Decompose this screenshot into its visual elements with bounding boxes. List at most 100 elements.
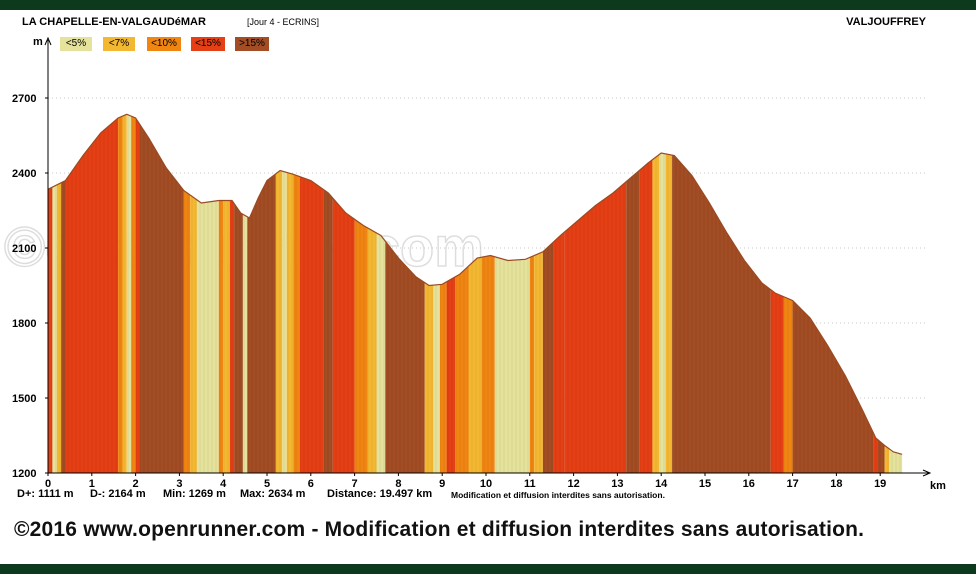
y-tick-label: 2700 <box>12 93 36 105</box>
slope-band-29 <box>376 233 386 473</box>
copyright-notice: ©2016 www.openrunner.com - Modification … <box>14 518 865 541</box>
slope-band-4 <box>65 118 119 473</box>
x-tick-label: 12 <box>567 478 579 490</box>
top-frame-bar <box>0 0 976 10</box>
slope-band-56 <box>884 445 889 473</box>
slope-band-55 <box>878 439 885 473</box>
stage-label: [Jour 4 - ECRINS] <box>247 17 320 27</box>
slope-band-52 <box>783 296 793 473</box>
slope-band-27 <box>354 219 368 473</box>
stat-min: Min: 1269 m <box>163 488 226 500</box>
slope-band-49 <box>665 153 673 474</box>
slope-band-7 <box>126 114 132 474</box>
x-tick-labels: 0 1 2 3 4 5 6 7 8 9 10 11 12 13 14 15 16 17 18 19 <box>45 473 886 490</box>
x-tick-label: 5 <box>264 478 270 490</box>
slope-band-2 <box>56 182 62 473</box>
slope-band-26 <box>332 198 355 473</box>
y-tick-label: 1800 <box>12 318 36 330</box>
slope-band-53 <box>792 300 874 473</box>
slope-bands <box>47 114 903 474</box>
profile-outline <box>47 113 903 455</box>
stat-d-minus: D-: 2164 m <box>90 488 146 500</box>
slope-band-23 <box>293 174 300 474</box>
slope-band-50 <box>672 155 771 473</box>
slope-band-21 <box>282 171 287 473</box>
slope-band-31 <box>424 282 434 473</box>
slope-band-8 <box>131 116 136 473</box>
legend-lt5: <5% <box>60 37 92 51</box>
start-location: LA CHAPELLE-EN-VALGAUDéMAR <box>22 16 206 28</box>
x-tick-label: 18 <box>830 478 842 490</box>
x-tick-label: 16 <box>743 478 755 490</box>
x-tick-label: 14 <box>655 478 668 490</box>
slope-band-36 <box>468 257 482 473</box>
x-tick-label: 10 <box>480 478 492 490</box>
x-tick-label: 1 <box>89 478 95 490</box>
slope-band-37 <box>481 255 495 473</box>
y-tick-label: 1500 <box>12 393 36 405</box>
slope-band-45 <box>626 170 640 473</box>
slope-band-39 <box>507 257 530 473</box>
slope-band-35 <box>455 266 469 473</box>
x-tick-label: 9 <box>439 478 445 490</box>
slope-band-16 <box>229 200 235 473</box>
x-tick-label: 17 <box>786 478 798 490</box>
slope-band-47 <box>652 154 659 473</box>
stat-note: Modification et diffusion interdites san… <box>451 490 665 500</box>
slope-band-42 <box>542 241 554 473</box>
slope-band-22 <box>286 172 294 473</box>
legend-lt7: <7% <box>103 37 135 51</box>
slope-band-19 <box>247 173 276 474</box>
legend-lt15: <15% <box>191 37 225 51</box>
x-tick-label: 7 <box>352 478 358 490</box>
axes <box>44 36 932 477</box>
slope-band-54 <box>873 433 878 473</box>
slope-band-43 <box>553 231 565 473</box>
x-tick-label: 8 <box>395 478 401 490</box>
end-location: VALJOUFFREY <box>846 16 926 28</box>
x-tick-label: 4 <box>220 478 227 490</box>
slope-band-57 <box>889 448 903 473</box>
x-tick-label: 19 <box>874 478 886 490</box>
y-tick-labels: 1200 1500 1800 2100 2400 2700 <box>12 93 48 480</box>
legend-gt15: >15% <box>235 37 269 51</box>
slope-band-3 <box>61 180 66 473</box>
slope-band-44 <box>564 181 627 474</box>
slope-band-6 <box>122 114 127 474</box>
x-tick-label: 13 <box>611 478 623 490</box>
slope-band-51 <box>770 289 784 473</box>
bottom-frame-bar <box>0 564 976 574</box>
x-tick-label: 2 <box>133 478 139 490</box>
x-axis-label: km <box>930 480 946 492</box>
slope-band-40 <box>529 255 535 473</box>
slope-band-9 <box>135 118 140 473</box>
slope-band-5 <box>118 116 123 473</box>
stat-max: Max: 2634 m <box>240 488 306 500</box>
slope-band-24 <box>299 176 324 473</box>
slope-band-10 <box>140 124 184 473</box>
slope-band-17 <box>234 203 243 473</box>
x-tick-label: 0 <box>45 478 51 490</box>
slope-band-1 <box>52 184 57 473</box>
x-tick-label: 6 <box>308 478 314 490</box>
slope-band-13 <box>196 199 219 473</box>
slope-band-34 <box>446 276 456 473</box>
y-axis-arrow <box>44 36 52 46</box>
slope-band-28 <box>367 228 377 473</box>
slope-band-38 <box>494 256 508 473</box>
slope-band-46 <box>639 159 653 473</box>
slope-band-0 <box>48 187 53 473</box>
slope-band-32 <box>433 284 440 473</box>
y-tick-label: 1200 <box>12 468 36 480</box>
slope-band-41 <box>534 251 543 473</box>
y-tick-label: 2100 <box>12 243 36 255</box>
slope-band-12 <box>190 195 197 473</box>
legend-lt10: <10% <box>147 37 181 51</box>
slope-band-33 <box>440 281 447 473</box>
slope-band-18 <box>242 214 248 474</box>
stat-d-plus: D+: 1111 m <box>17 488 74 500</box>
slope-band-15 <box>223 200 230 473</box>
slope-band-20 <box>275 170 283 473</box>
slope-band-11 <box>183 190 191 473</box>
